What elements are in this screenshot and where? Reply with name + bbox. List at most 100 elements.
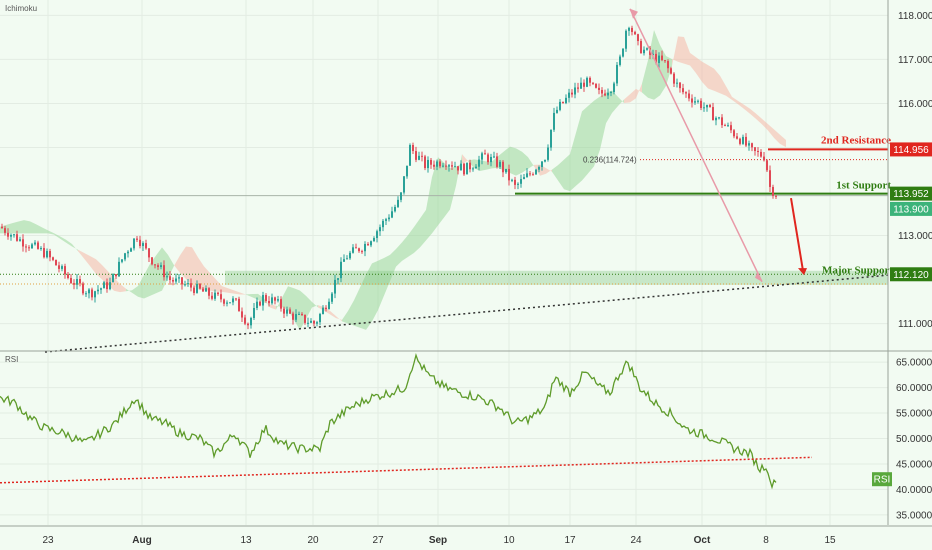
candle-body xyxy=(145,243,147,249)
rsi-tag xyxy=(872,472,892,487)
candle-body xyxy=(244,317,246,324)
x-tick-label: 23 xyxy=(42,535,54,546)
candle-body xyxy=(640,41,642,54)
x-tick-label: 17 xyxy=(564,535,576,546)
rsi-line xyxy=(0,352,777,490)
candle-body xyxy=(277,299,279,301)
candle-body xyxy=(409,145,411,166)
cloud-segment xyxy=(216,279,222,292)
resistance-label: 2nd Resistance xyxy=(821,134,891,146)
annotations: 2nd Resistance 0.236(114.724) 1st Support M… xyxy=(583,8,893,283)
candle-body xyxy=(433,164,435,167)
cloud-segment xyxy=(60,236,66,243)
price-tick-label: 117.000 xyxy=(898,55,932,66)
candle-body xyxy=(490,156,492,163)
candle-body xyxy=(775,195,777,197)
cloud-segment xyxy=(366,263,372,330)
candle-body xyxy=(616,64,618,84)
candle-body xyxy=(127,251,129,254)
x-tick-label: 10 xyxy=(503,535,515,546)
cloud-segment xyxy=(720,75,726,96)
candle-body xyxy=(661,55,663,61)
candle-body xyxy=(43,248,45,258)
cloud-segment xyxy=(480,160,486,172)
candle-body xyxy=(10,234,12,237)
cloud-segment xyxy=(756,113,762,125)
cloud-segment xyxy=(6,223,12,234)
candle-body xyxy=(304,314,306,323)
candle-body xyxy=(307,322,309,324)
cloud-segment xyxy=(270,304,276,310)
candle-body xyxy=(295,314,297,320)
candle-body xyxy=(61,266,63,269)
projection-arrow xyxy=(629,8,763,283)
cloud-segment xyxy=(714,68,720,94)
candle-body xyxy=(73,283,75,285)
candle-body xyxy=(190,283,192,288)
candle-body xyxy=(463,163,465,175)
candle-body xyxy=(655,53,657,63)
cloud-segment xyxy=(762,118,768,131)
candle-body xyxy=(622,48,624,57)
candle-body xyxy=(385,219,387,221)
candle-body xyxy=(631,27,633,32)
candle-body xyxy=(703,107,705,109)
candle-body xyxy=(262,295,264,306)
cloud-segment xyxy=(522,151,528,173)
cloud-segment xyxy=(732,96,738,105)
cloud-segment xyxy=(210,272,216,292)
cloud-segment xyxy=(438,157,444,226)
candle-body xyxy=(301,313,303,315)
candle-body xyxy=(772,186,774,196)
candle-body xyxy=(28,247,30,249)
rsi-tag-label: RSI xyxy=(874,475,891,486)
candle-body xyxy=(715,117,717,121)
cloud-segment xyxy=(18,220,24,234)
candle-body xyxy=(205,288,207,292)
cloud-segment xyxy=(702,61,708,89)
candle-body xyxy=(709,104,711,108)
candle-body xyxy=(70,277,72,284)
cloud-segment xyxy=(546,168,552,174)
candle-body xyxy=(352,247,354,253)
candle-body xyxy=(280,299,282,309)
cloud-segment xyxy=(234,290,240,295)
candle-body xyxy=(64,266,66,275)
cloud-segment xyxy=(780,134,786,148)
major-support-label: Major Support xyxy=(822,264,893,276)
cloud-segment xyxy=(78,249,84,259)
cloud-segment xyxy=(396,242,402,267)
rsi-tick-label: 35.0000 xyxy=(896,510,932,521)
cloud-segment xyxy=(24,220,30,234)
candles xyxy=(1,25,777,330)
candle-body xyxy=(151,257,153,265)
price-tag-label: 113.952 xyxy=(893,189,929,200)
candle-body xyxy=(427,159,429,169)
candle-body xyxy=(556,109,558,113)
candle-body xyxy=(718,117,720,119)
price-tag xyxy=(890,267,932,282)
grid xyxy=(0,0,888,525)
candle-body xyxy=(628,27,630,31)
cloud-segment xyxy=(708,65,714,91)
candle-body xyxy=(250,318,252,326)
candle-body xyxy=(355,247,357,249)
candle-body xyxy=(217,292,219,295)
cloud-segment xyxy=(768,124,774,138)
candle-body xyxy=(142,243,144,247)
candle-body xyxy=(193,287,195,293)
candle-body xyxy=(592,82,594,84)
cloud-segment xyxy=(360,274,366,330)
candle-body xyxy=(358,248,360,252)
candle-body xyxy=(769,170,771,187)
candle-body xyxy=(388,217,390,220)
candle-body xyxy=(376,231,378,239)
price-tick-label: 111.000 xyxy=(898,319,932,330)
cloud-segment xyxy=(246,294,252,298)
candle-body xyxy=(268,300,270,304)
candle-body xyxy=(487,154,489,163)
candle-body xyxy=(706,104,708,108)
candle-body xyxy=(391,211,393,218)
price-trendline xyxy=(44,274,889,353)
